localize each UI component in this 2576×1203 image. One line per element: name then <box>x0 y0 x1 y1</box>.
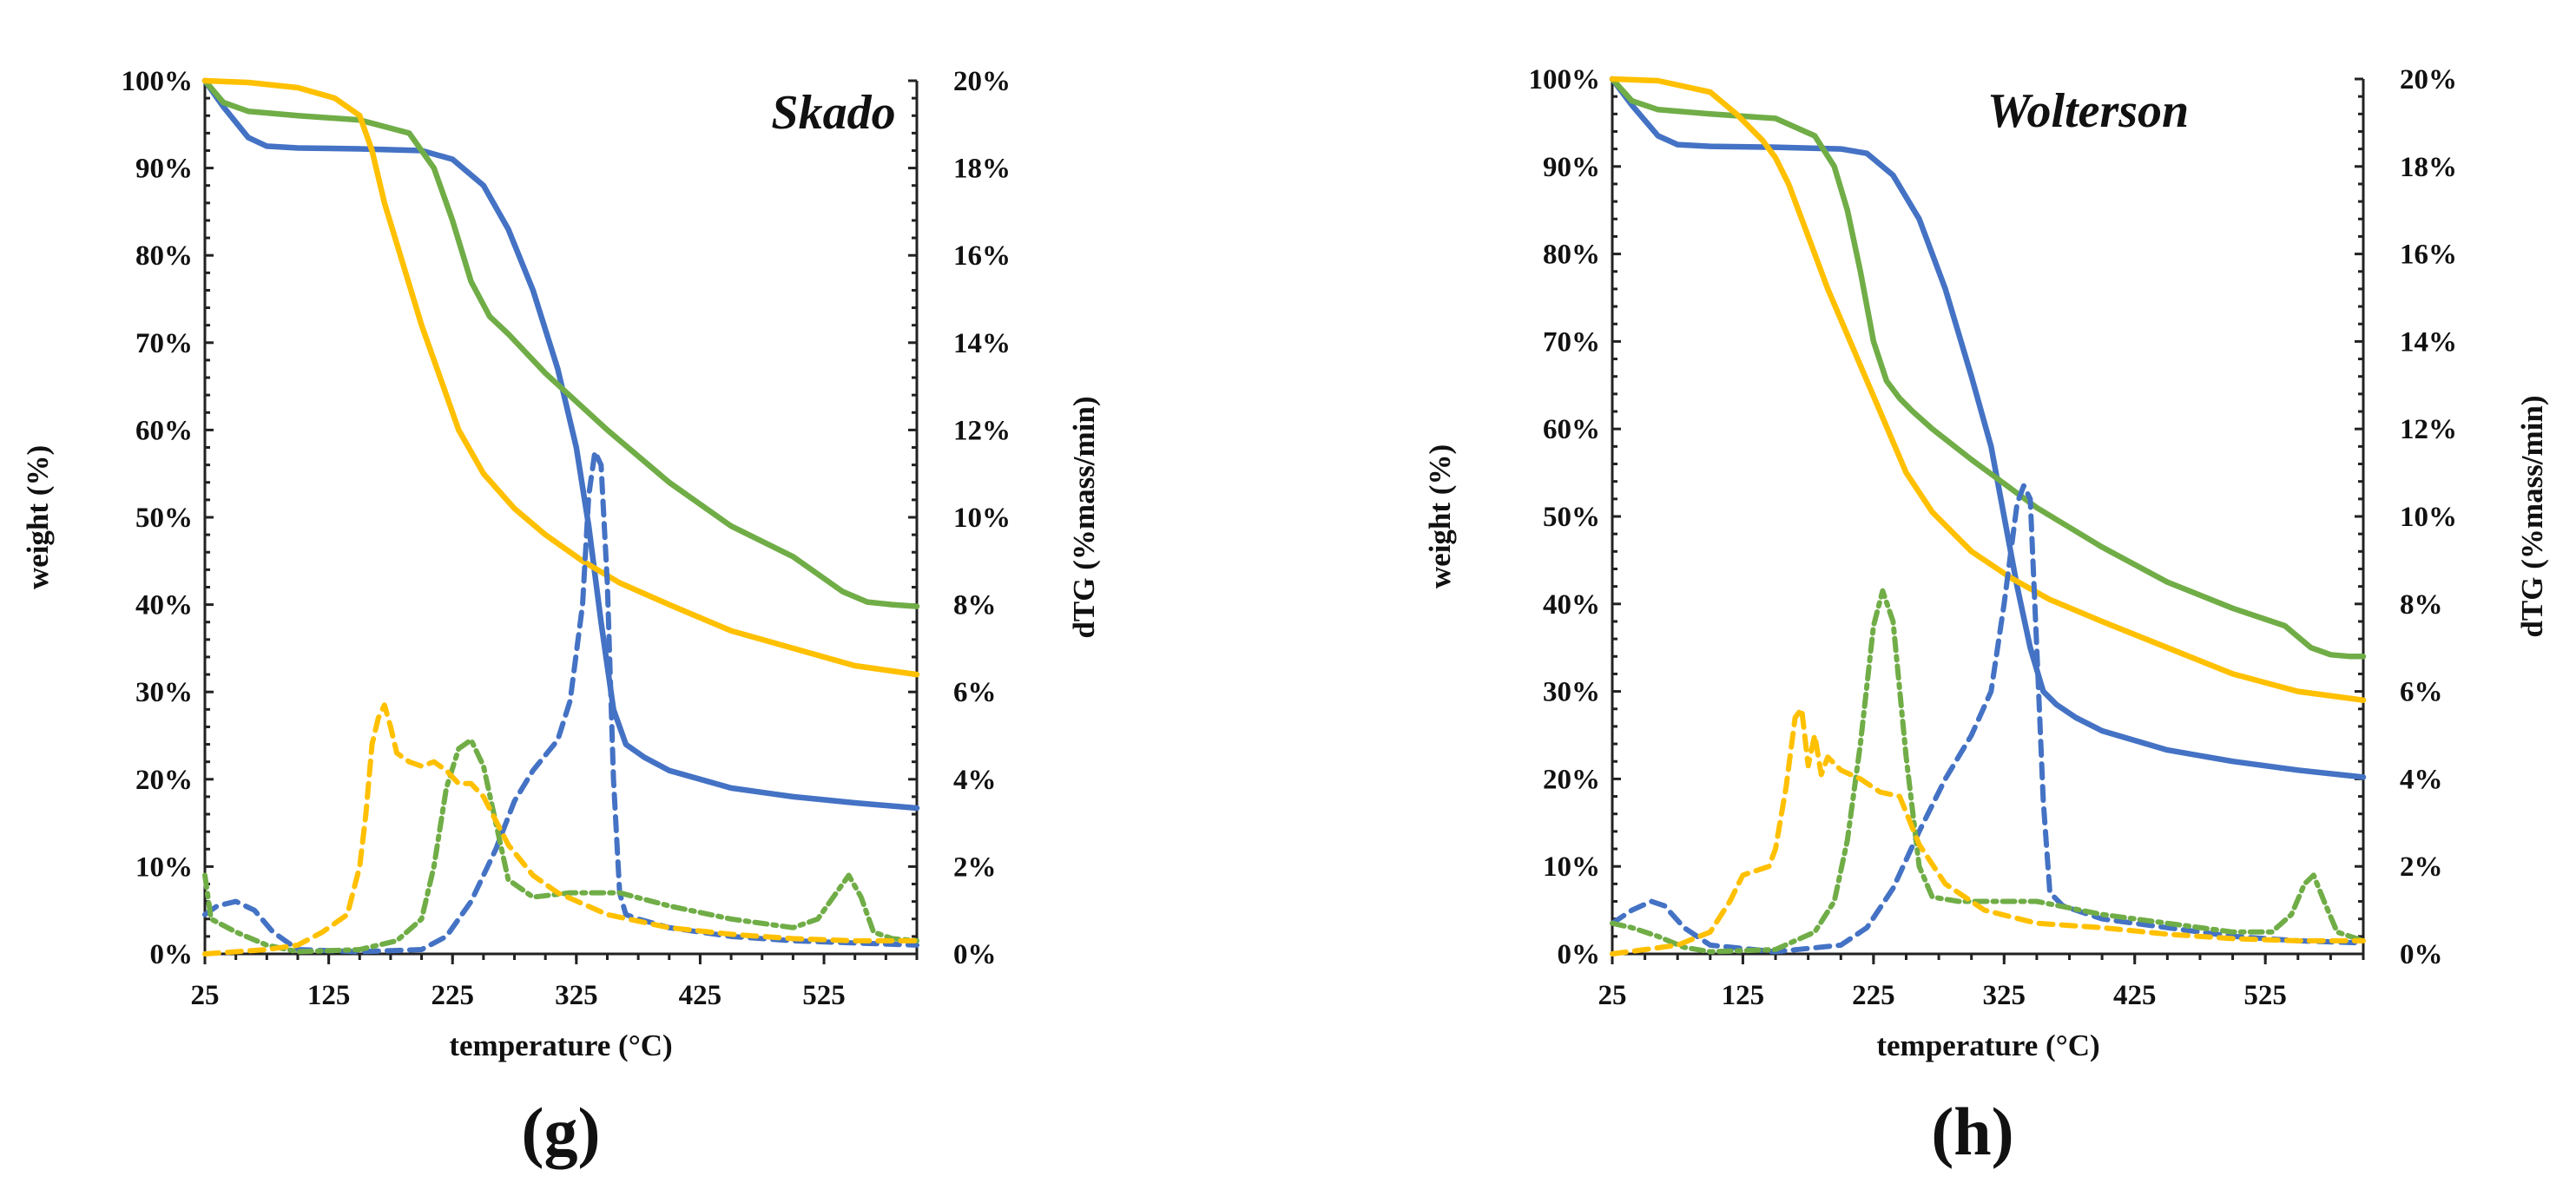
x-tick-label: 425 <box>679 980 722 1011</box>
y-tick-label: 100% <box>122 66 194 97</box>
y2-tick-label: 10% <box>953 503 1011 534</box>
y-tick-label: 90% <box>1543 152 1600 183</box>
y-tick-label: 70% <box>1543 326 1600 358</box>
y-tick-label: 80% <box>1543 240 1600 271</box>
y2-tick-label: 12% <box>2400 414 2457 445</box>
y2-tick-label: 20% <box>953 66 1011 97</box>
y2-tick-label: 4% <box>2400 764 2443 795</box>
y2-tick-label: 0% <box>2400 939 2443 970</box>
dtg-series-yellow <box>202 702 919 956</box>
y-tick-label: 10% <box>1543 851 1600 883</box>
y-tick-label: 40% <box>1543 589 1600 621</box>
y-axis-title: weight (%) <box>1423 444 1457 588</box>
dtg-series-green <box>202 737 919 955</box>
y-tick-label: 30% <box>1543 677 1600 708</box>
x-tick-label: 325 <box>555 980 598 1011</box>
y-tick-label: 70% <box>135 328 193 359</box>
y-tick-label: 50% <box>1543 502 1600 533</box>
dtg-series-green <box>1610 588 2366 955</box>
y2-tick-label: 2% <box>953 851 997 883</box>
y-tick-label: 40% <box>135 590 193 621</box>
y-tick-label: 10% <box>135 851 193 883</box>
tg-series-yellow <box>201 77 920 678</box>
y-axis-title: weight (%) <box>21 445 55 589</box>
x-tick-label: 125 <box>1722 980 1765 1011</box>
y-tick-label: 30% <box>135 677 193 708</box>
chart-panel-skado: 0% 10% 20% 30% 40% 50% 60% 70% 80% 90% 100% 0% 2% 4% 6… <box>21 66 1101 1169</box>
dtg-series-blue <box>202 449 919 955</box>
y-tick-label: 80% <box>135 240 193 272</box>
y-tick-label: 90% <box>135 154 193 185</box>
y2-tick-label: 16% <box>2400 240 2457 271</box>
y2-tick-label: 20% <box>2400 64 2457 95</box>
y2-axis-title: dTG (%mass/min) <box>2515 395 2549 637</box>
y-tick-label: 50% <box>135 503 193 534</box>
y-tick-label: 100% <box>1529 64 1601 95</box>
y2-tick-label: 6% <box>2400 677 2443 708</box>
x-tick-label: 125 <box>307 980 351 1011</box>
tg-series-blue <box>201 77 920 812</box>
x-tick-label: 25 <box>191 980 220 1011</box>
tg-series-green <box>1609 76 2367 660</box>
x-tick-label: 225 <box>431 980 474 1011</box>
x-axis-title: temperature (°C) <box>449 1029 672 1062</box>
y2-tick-label: 2% <box>2400 851 2443 883</box>
y2-tick-label: 16% <box>953 240 1011 272</box>
chart-panel-wolterson: 0% 10% 20% 30% 40% 50% 60% 70% 80% 90% 100% 0% 2% 4% 6… <box>1423 64 2549 1169</box>
tg-series-yellow <box>1609 76 2367 703</box>
y2-tick-label: 18% <box>2400 152 2457 183</box>
chart-title: Wolterson <box>1987 84 2189 138</box>
panel-label: (h) <box>1931 1094 2013 1169</box>
y2-tick-label: 10% <box>2400 502 2457 533</box>
y2-tick-label: 0% <box>953 939 997 970</box>
tg-series-green <box>201 77 920 609</box>
y-tick-label: 20% <box>135 765 193 796</box>
y-tick-label: 20% <box>1543 764 1600 795</box>
y2-tick-label: 8% <box>2400 589 2443 621</box>
x-tick-label: 425 <box>2113 980 2157 1011</box>
y2-tick-label: 4% <box>953 765 997 796</box>
y2-tick-label: 8% <box>953 590 997 621</box>
y2-tick-label: 6% <box>953 677 997 708</box>
y-tick-label: 60% <box>1543 414 1600 445</box>
x-tick-label: 525 <box>2243 980 2287 1011</box>
x-axis-title: temperature (°C) <box>1876 1029 2099 1062</box>
y2-tick-label: 12% <box>953 415 1011 446</box>
y2-axis-title: dTG (%mass/min) <box>1067 396 1101 638</box>
chart-title: Skado <box>771 86 895 140</box>
tg-series-blue <box>1609 76 2367 780</box>
y2-tick-label: 14% <box>953 328 1011 359</box>
y2-tick-label: 18% <box>953 154 1011 185</box>
x-tick-label: 525 <box>802 980 846 1011</box>
x-tick-label: 225 <box>1852 980 1895 1011</box>
x-tick-label: 25 <box>1598 980 1627 1011</box>
y-tick-label: 60% <box>135 415 193 446</box>
dtg-series-yellow <box>1610 706 2366 956</box>
y-tick-label: 0% <box>150 939 194 970</box>
panel-label: (g) <box>522 1094 601 1169</box>
x-tick-label: 325 <box>1983 980 2026 1011</box>
dtg-series-blue <box>1610 483 2366 955</box>
y2-tick-label: 14% <box>2400 326 2457 358</box>
y-tick-label: 0% <box>1558 939 1601 970</box>
